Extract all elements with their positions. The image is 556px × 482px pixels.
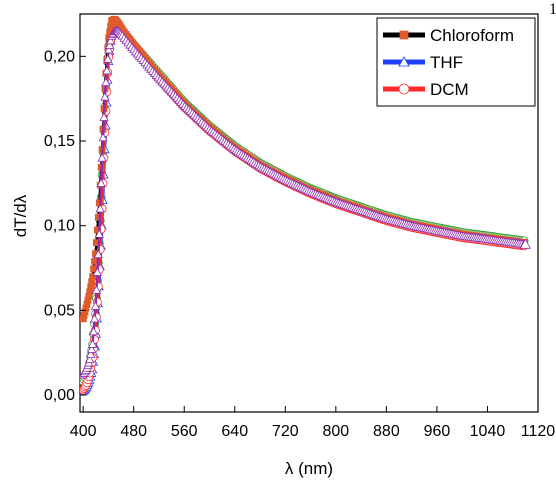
end-data-point (519, 238, 532, 249)
legend-label: Chloroform (430, 26, 514, 45)
series-unnamed-4 (80, 26, 529, 379)
legend-marker (399, 30, 409, 40)
data-point (92, 267, 103, 276)
x-tick-label: 480 (120, 423, 147, 440)
legend-entry-dcm: DCM (383, 80, 469, 99)
x-tick-label: 800 (322, 423, 349, 440)
legend-marker (398, 83, 410, 95)
x-axis-label: λ (nm) (285, 459, 333, 478)
data-point (90, 301, 101, 310)
data-point (101, 77, 111, 87)
data-point (100, 92, 110, 101)
legend-marker (398, 56, 410, 67)
data-point (102, 65, 112, 75)
data-point (107, 22, 115, 30)
data-point (98, 132, 108, 142)
data-point (105, 40, 115, 49)
data-point (94, 229, 104, 238)
legend: Chloroform THF DCM (376, 17, 536, 107)
x-tick-label: 560 (171, 423, 198, 440)
x-tick-label: 400 (70, 423, 97, 440)
y-tick-label: 0,00 (44, 387, 75, 404)
legend-entry-thf: THF (383, 53, 463, 72)
y-tick-label: 0,15 (44, 133, 75, 150)
data-point (105, 35, 116, 45)
plot-frame (79, 13, 539, 413)
y-tick-label: 0,20 (44, 48, 75, 65)
data-point (86, 349, 96, 359)
data-point (85, 354, 95, 364)
axis-layer: 400 480 560 640 720 800 880 960 1040 1120 0,00 0,05… (44, 48, 555, 440)
x-tick-label: 720 (272, 423, 299, 440)
data-point (93, 249, 103, 259)
data-point (97, 153, 107, 162)
series-layer (80, 15, 532, 396)
x-tick-label: 640 (221, 423, 248, 440)
data-point (99, 112, 109, 121)
data-point (103, 54, 113, 63)
y-axis-label: dT/dλ (11, 194, 30, 237)
data-point (89, 314, 100, 323)
data-point (87, 344, 97, 353)
data-point (89, 273, 97, 280)
data-point (94, 213, 102, 221)
legend-label: THF (430, 53, 463, 72)
series-group (80, 15, 532, 396)
data-point (91, 285, 102, 294)
x-tick-label: 1040 (470, 423, 506, 440)
x-tick-label: 1120 (521, 423, 556, 440)
legend-label: DCM (430, 80, 469, 99)
data-point (96, 178, 106, 187)
y-tick-label: 0,05 (44, 302, 75, 319)
data-point (104, 44, 114, 54)
data-point (88, 326, 99, 336)
y-tick-label: 0,10 (44, 218, 75, 235)
data-point (95, 203, 105, 213)
x-tick-label: 960 (424, 423, 451, 440)
legend-entry-chloroform: Chloroform (383, 26, 514, 45)
data-point (87, 339, 98, 348)
corner-text: 1 (549, 1, 556, 18)
x-tick-label: 880 (373, 423, 400, 440)
